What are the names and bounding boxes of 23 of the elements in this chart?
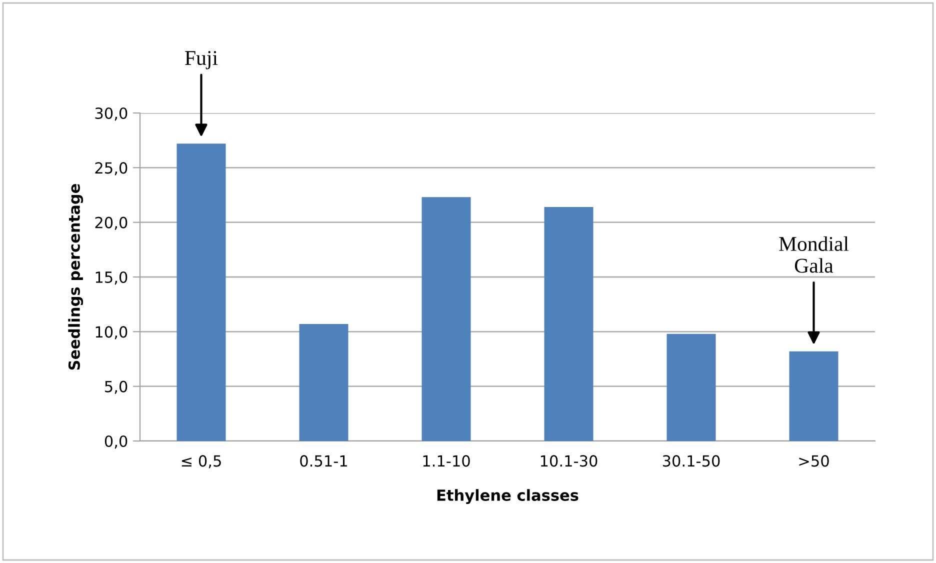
- bar: [299, 324, 348, 441]
- y-tick-label: 20,0: [95, 216, 128, 230]
- y-axis-title: Seedlings percentage: [68, 184, 84, 370]
- bar: [422, 197, 471, 441]
- y-tick-label: 15,0: [96, 271, 128, 285]
- x-tick-label: 1.1-10: [423, 455, 470, 467]
- x-tick-label: 30.1-50: [662, 455, 720, 467]
- bar: [666, 334, 716, 441]
- annotation: Fuji: [185, 51, 218, 70]
- y-tick-label: 5,0: [105, 380, 128, 394]
- y-tick-label: 30,0: [95, 107, 128, 121]
- annotation: Mondial Gala: [779, 236, 849, 273]
- bar: [176, 144, 226, 441]
- bar: [789, 351, 838, 441]
- x-tick-label: >50: [799, 455, 829, 467]
- y-tick-label: 10,0: [96, 326, 128, 340]
- bar: [544, 207, 594, 441]
- x-axis-title: Ethylene classes: [437, 489, 578, 504]
- x-tick-label: 0.51-1: [300, 455, 347, 467]
- y-tick-label: 25,0: [95, 162, 128, 176]
- x-tick-label: 10.1-30: [540, 455, 598, 467]
- x-tick-label: ≤ 0,5: [182, 455, 221, 468]
- y-tick-label: 0,0: [104, 435, 128, 449]
